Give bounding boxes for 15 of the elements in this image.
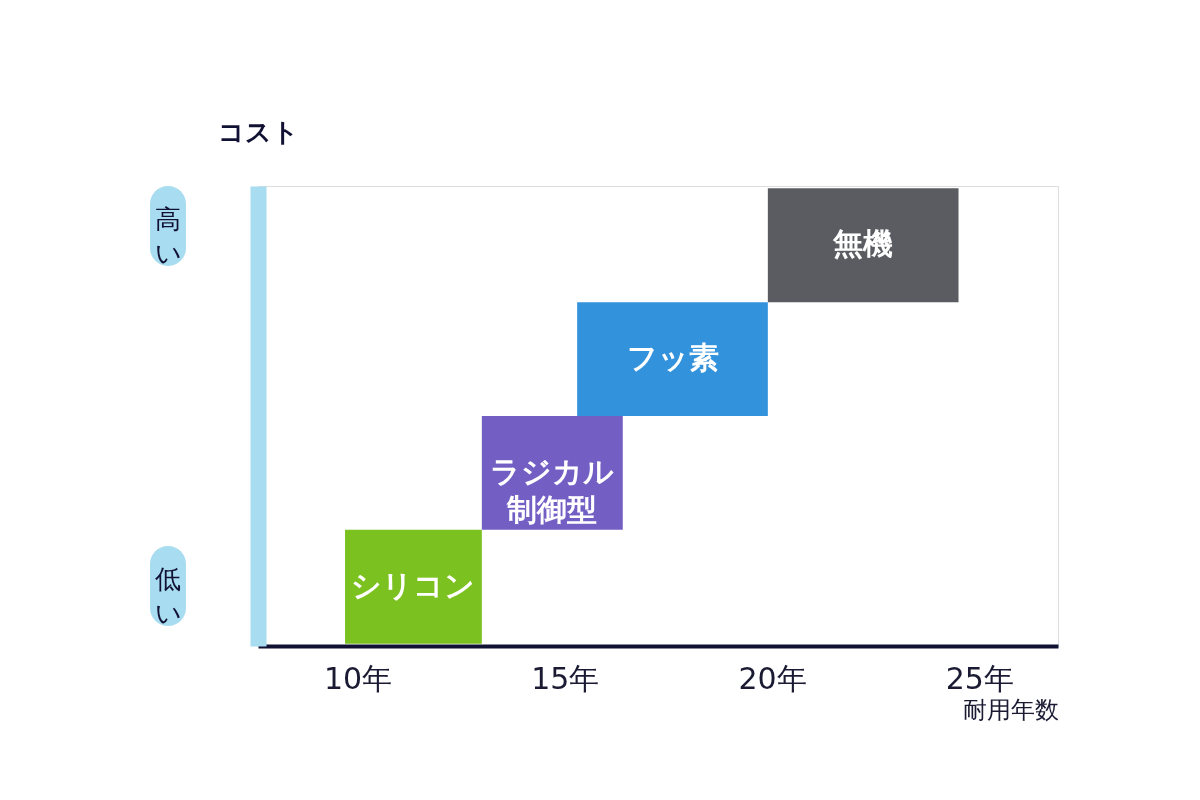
bar [767,188,959,303]
y-axis-title: コスト [218,117,299,147]
x-tick-label: 15年 [531,660,600,696]
text: 低い [154,564,182,628]
x-tick-label: 10年 [323,660,393,696]
y-tick-label: ラジカル制御型 [490,453,615,527]
y-tick-label: シリコン [351,567,476,603]
bar [345,529,482,644]
x-tick-label: 20年 [738,660,807,696]
bar [577,302,768,416]
text: 高い [154,204,182,268]
x-tick-label: 25年 [945,660,1014,696]
y-tick-label: フッ素 [626,340,719,376]
x-axis-title: 耐用年数 [962,695,1059,724]
y-tick-label: 無機 [832,226,894,262]
